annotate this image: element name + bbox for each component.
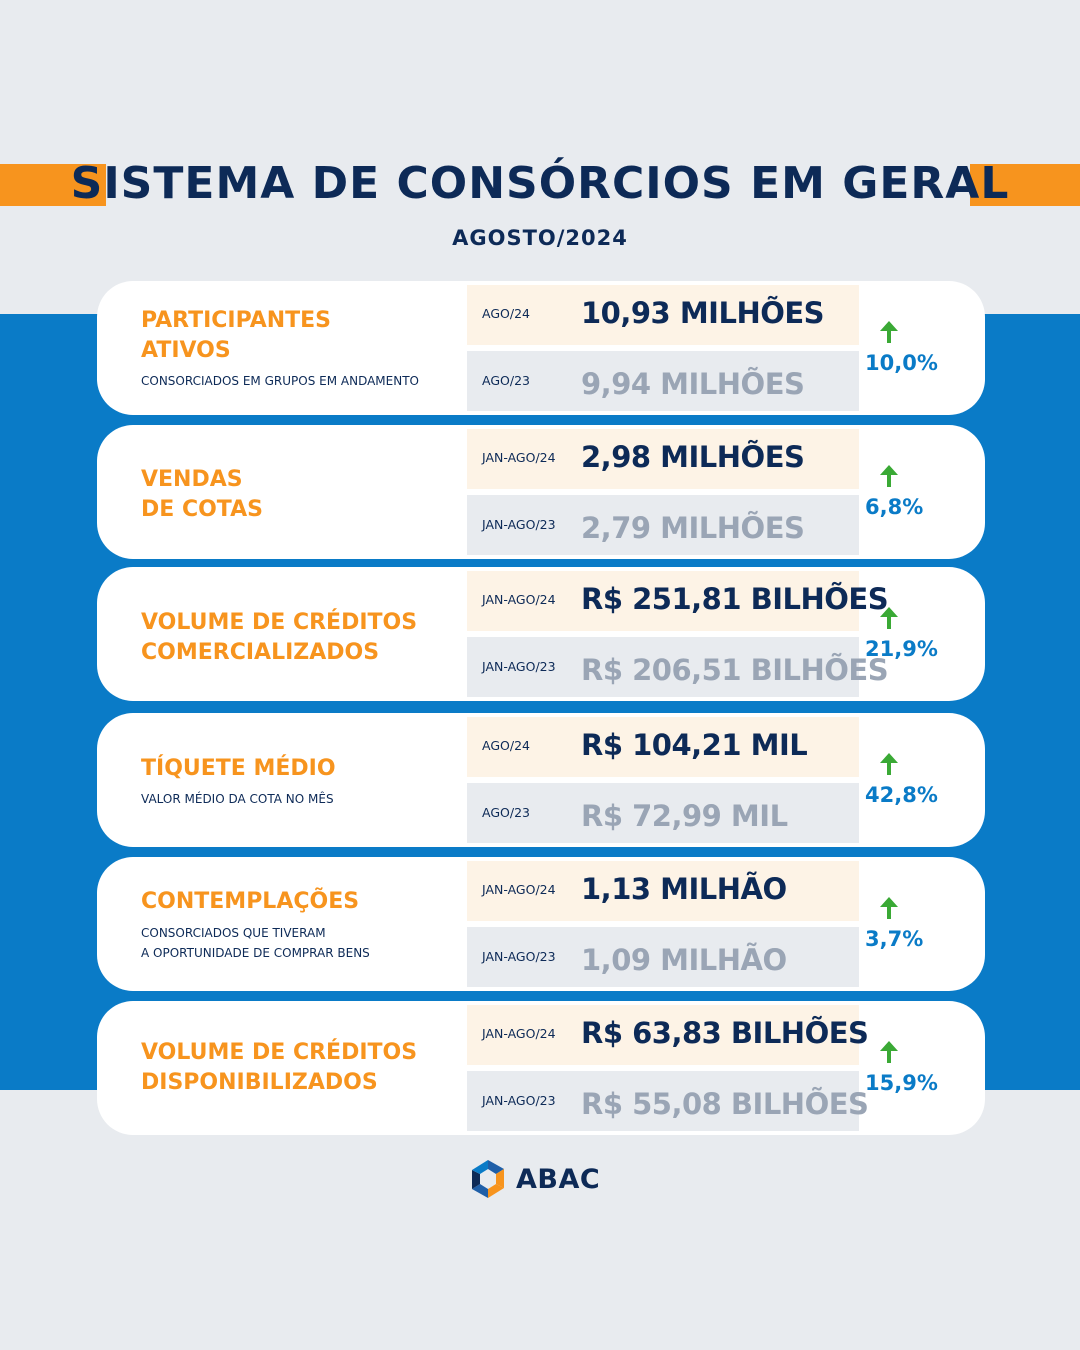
change-percent: 15,9% xyxy=(865,1071,938,1095)
previous-period: JAN-AGO/23 xyxy=(482,1093,556,1108)
current-row: JAN-AGO/24 1,13 MILHÃO xyxy=(467,861,859,921)
previous-value: 1,09 MILHÃO xyxy=(581,943,787,977)
card-label-line2: ATIVOS xyxy=(141,338,231,363)
previous-value: 2,79 MILHÕES xyxy=(581,511,805,545)
previous-value: R$ 206,51 BILHÕES xyxy=(581,653,889,687)
title-accent-bar-right xyxy=(970,164,1080,206)
change-percent: 10,0% xyxy=(865,351,938,375)
previous-period: JAN-AGO/23 xyxy=(482,659,556,674)
card-label: VOLUME DE CRÉDITOS COMERCIALIZADOS xyxy=(141,608,417,668)
current-period: JAN-AGO/24 xyxy=(482,882,556,897)
card-description-line1: CONSORCIADOS QUE TIVERAM xyxy=(141,926,326,940)
previous-row: JAN-AGO/23 1,09 MILHÃO xyxy=(467,927,859,987)
previous-row: AGO/23 R$ 72,99 MIL xyxy=(467,783,859,843)
current-row: AGO/24 R$ 104,21 MIL xyxy=(467,717,859,777)
card-description-line1: CONSORCIADOS EM GRUPOS EM ANDAMENTO xyxy=(141,374,419,388)
arrow-up-icon xyxy=(880,753,898,775)
current-row: AGO/24 10,93 MILHÕES xyxy=(467,285,859,345)
card-label-line2: COMERCIALIZADOS xyxy=(141,640,380,665)
card-label-line1: PARTICIPANTES xyxy=(141,308,332,333)
card-label-line2: DISPONIBILIZADOS xyxy=(141,1070,378,1095)
previous-value: R$ 55,08 BILHÕES xyxy=(581,1087,869,1121)
previous-value: 9,94 MILHÕES xyxy=(581,367,805,401)
card-label: VENDAS DE COTAS xyxy=(141,465,263,525)
previous-period: JAN-AGO/23 xyxy=(482,949,556,964)
current-row: JAN-AGO/24 R$ 63,83 BILHÕES xyxy=(467,1005,869,1065)
current-row: JAN-AGO/24 2,98 MILHÕES xyxy=(467,429,859,489)
logo-text: ABAC xyxy=(516,1164,601,1195)
current-period: AGO/24 xyxy=(482,306,530,321)
change-percent: 3,7% xyxy=(865,927,924,951)
current-period: JAN-AGO/24 xyxy=(482,450,556,465)
card-contemplacoes: CONTEMPLAÇÕES CONSORCIADOS QUE TIVERAM A… xyxy=(97,857,985,991)
card-description: CONSORCIADOS EM GRUPOS EM ANDAMENTO xyxy=(141,371,419,391)
previous-row: JAN-AGO/23 2,79 MILHÕES xyxy=(467,495,859,555)
card-label-line1: VOLUME DE CRÉDITOS xyxy=(141,1040,418,1065)
card-label-line1: TÍQUETE MÉDIO xyxy=(141,756,336,781)
card-label: CONTEMPLAÇÕES xyxy=(141,887,359,917)
current-value: 10,93 MILHÕES xyxy=(581,296,825,330)
abac-logo-icon xyxy=(472,1160,504,1198)
card-description-line1: VALOR MÉDIO DA COTA NO MÊS xyxy=(141,792,334,806)
current-value: R$ 251,81 BILHÕES xyxy=(581,582,889,616)
card-description-line2: A OPORTUNIDADE DE COMPRAR BENS xyxy=(141,946,370,960)
current-value: 2,98 MILHÕES xyxy=(581,440,805,474)
change-percent: 42,8% xyxy=(865,783,938,807)
card-description: CONSORCIADOS QUE TIVERAM A OPORTUNIDADE … xyxy=(141,923,370,963)
previous-row: JAN-AGO/23 R$ 55,08 BILHÕES xyxy=(467,1071,869,1131)
previous-period: AGO/23 xyxy=(482,805,530,820)
card-vendas-de-cotas: VENDAS DE COTAS JAN-AGO/24 2,98 MILHÕES … xyxy=(97,425,985,559)
current-period: AGO/24 xyxy=(482,738,530,753)
card-label-line1: CONTEMPLAÇÕES xyxy=(141,889,360,914)
current-value: 1,13 MILHÃO xyxy=(581,872,787,906)
page-title: SISTEMA DE CONSÓRCIOS EM GERAL xyxy=(70,158,1010,209)
current-period: JAN-AGO/24 xyxy=(482,592,556,607)
arrow-up-icon xyxy=(880,897,898,919)
change-percent: 6,8% xyxy=(865,495,924,519)
card-label: TÍQUETE MÉDIO xyxy=(141,754,336,784)
abac-logo: ABAC xyxy=(466,1156,616,1206)
previous-period: AGO/23 xyxy=(482,373,530,388)
card-label-line2: DE COTAS xyxy=(141,497,263,522)
card-tiquete-medio: TÍQUETE MÉDIO VALOR MÉDIO DA COTA NO MÊS… xyxy=(97,713,985,847)
previous-value: R$ 72,99 MIL xyxy=(581,799,788,833)
previous-period: JAN-AGO/23 xyxy=(482,517,556,532)
arrow-up-icon xyxy=(880,607,898,629)
current-value: R$ 63,83 BILHÕES xyxy=(581,1016,869,1050)
previous-row: JAN-AGO/23 R$ 206,51 BILHÕES xyxy=(467,637,889,697)
arrow-up-icon xyxy=(880,1041,898,1063)
arrow-up-icon xyxy=(880,465,898,487)
title-accent-bar-left xyxy=(0,164,106,206)
change-percent: 21,9% xyxy=(865,637,938,661)
current-value: R$ 104,21 MIL xyxy=(581,728,808,762)
card-volume-creditos-comercializados: VOLUME DE CRÉDITOS COMERCIALIZADOS JAN-A… xyxy=(97,567,985,701)
previous-row: AGO/23 9,94 MILHÕES xyxy=(467,351,859,411)
page-subtitle: AGOSTO/2024 xyxy=(452,226,628,250)
card-label: PARTICIPANTES ATIVOS xyxy=(141,306,331,366)
card-description: VALOR MÉDIO DA COTA NO MÊS xyxy=(141,789,334,809)
card-volume-creditos-disponibilizados: VOLUME DE CRÉDITOS DISPONIBILIZADOS JAN-… xyxy=(97,1001,985,1135)
arrow-up-icon xyxy=(880,321,898,343)
card-participantes-ativos: PARTICIPANTES ATIVOS CONSORCIADOS EM GRU… xyxy=(97,281,985,415)
card-label-line1: VOLUME DE CRÉDITOS xyxy=(141,610,418,635)
current-row: JAN-AGO/24 R$ 251,81 BILHÕES xyxy=(467,571,889,631)
card-label-line1: VENDAS xyxy=(141,467,243,492)
card-label: VOLUME DE CRÉDITOS DISPONIBILIZADOS xyxy=(141,1038,417,1098)
current-period: JAN-AGO/24 xyxy=(482,1026,556,1041)
